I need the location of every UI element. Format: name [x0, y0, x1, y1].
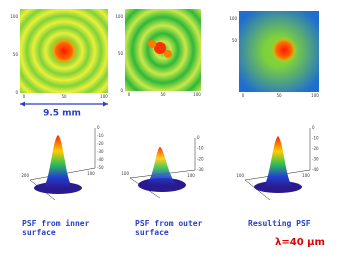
z-tick-label: -30: [97, 149, 104, 154]
wavelength: λ=40 μm: [275, 237, 325, 248]
psf-blob: [154, 42, 166, 54]
y-tick-label: 100: [115, 14, 123, 19]
caption: PSF from inner surface: [22, 219, 90, 237]
surface-peak: [146, 147, 178, 185]
x-tick-label: 50: [160, 92, 166, 97]
surface-plot: [244, 128, 311, 201]
y-tick-label: 100: [10, 14, 18, 19]
surface-plot: [129, 138, 196, 199]
y-tick-label: 0: [15, 90, 18, 95]
z-tick-label: -50: [97, 165, 104, 170]
surface-x-tick-label: 200: [21, 173, 29, 178]
z-tick-label: 0: [97, 125, 100, 130]
x-tick-label: 100: [311, 93, 319, 98]
y-tick-label: 0: [120, 88, 123, 93]
z-tick-label: -10: [97, 133, 104, 138]
scale-label: 9.5 mm: [43, 109, 81, 119]
surface-x-tick-label: 100: [87, 171, 95, 176]
surface-x-tick-label: 100: [187, 173, 195, 178]
x-tick-label: 0: [23, 94, 26, 99]
y-tick-label: 50: [118, 51, 124, 56]
x-tick-label: 100: [193, 92, 201, 97]
z-tick-label: -10: [312, 136, 319, 141]
surface-x-tick-label: 100: [302, 173, 310, 178]
psf-core: [50, 37, 78, 65]
psf-core: [271, 37, 297, 63]
y-tick-label: 100: [229, 16, 237, 21]
x-tick-label: 0: [242, 93, 245, 98]
y-tick-label: 50: [13, 52, 19, 57]
z-tick-label: -40: [97, 157, 104, 162]
x-tick-label: 50: [61, 94, 67, 99]
psf-blob: [148, 40, 156, 48]
caption: PSF from outer surface: [135, 219, 203, 237]
surface-plot: [29, 128, 96, 201]
z-tick-label: -30: [312, 157, 319, 162]
caption: Resulting PSF: [248, 219, 311, 228]
y-tick-label: 50: [232, 38, 238, 43]
z-tick-label: -30: [197, 167, 204, 172]
z-tick-label: -10: [197, 146, 204, 151]
surface-peak: [42, 135, 74, 188]
z-tick-label: 0: [312, 125, 315, 130]
z-tick-label: -20: [97, 141, 104, 146]
x-tick-label: 0: [128, 92, 131, 97]
x-tick-label: 100: [100, 94, 108, 99]
surface-x-tick-label: 100: [121, 171, 129, 176]
z-tick-label: 0: [197, 135, 200, 140]
z-tick-label: -40: [312, 167, 319, 172]
z-tick-label: -20: [312, 146, 319, 151]
z-tick-label: -20: [197, 156, 204, 161]
surface-peak: [262, 136, 294, 187]
psf-blob: [164, 50, 172, 58]
x-tick-label: 50: [276, 93, 282, 98]
surface-x-tick-label: 100: [236, 173, 244, 178]
